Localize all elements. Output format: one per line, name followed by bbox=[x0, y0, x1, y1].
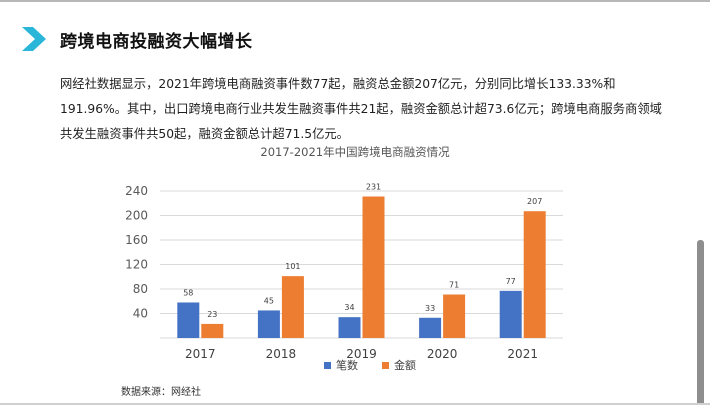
y-tick-label: 160 bbox=[125, 233, 148, 247]
data-label: 207 bbox=[527, 197, 542, 206]
x-tick-label: 2020 bbox=[427, 347, 458, 361]
x-tick-label: 2017 bbox=[185, 347, 216, 361]
bar-笔数-2020 bbox=[419, 317, 442, 338]
summary-paragraph: 网经社数据显示，2021年跨境电商融资事件数77起，融资总金额207亿元，分别同… bbox=[60, 77, 662, 141]
bottom-divider bbox=[0, 403, 710, 405]
data-label: 45 bbox=[264, 296, 274, 305]
chart-title: 2017-2021年中国跨境电商融资情况 bbox=[260, 145, 450, 159]
data-label: 34 bbox=[344, 303, 354, 312]
x-tick-label: 2021 bbox=[507, 347, 538, 361]
data-label: 101 bbox=[285, 262, 300, 271]
data-source: 数据来源：网经社 bbox=[121, 387, 201, 398]
legend-swatch-1 bbox=[324, 362, 331, 369]
bar-金额-2017 bbox=[201, 323, 224, 338]
legend-label: 金额 bbox=[394, 358, 416, 372]
page-title: 跨境电商投融资大幅增长 bbox=[60, 31, 253, 52]
bar-金额-2020 bbox=[443, 294, 466, 338]
legend-label: 笔数 bbox=[336, 358, 358, 372]
bar-笔数-2019 bbox=[338, 317, 361, 338]
bar-金额-2019 bbox=[362, 196, 385, 338]
y-tick-label: 200 bbox=[125, 209, 148, 223]
chevron-right-icon bbox=[22, 27, 48, 51]
scrollbar[interactable] bbox=[697, 240, 704, 405]
bar-笔数-2017 bbox=[177, 302, 200, 338]
data-label: 58 bbox=[183, 288, 193, 297]
data-label: 33 bbox=[425, 304, 435, 313]
data-label: 23 bbox=[207, 310, 217, 319]
data-label: 71 bbox=[449, 281, 459, 290]
section-heading: 跨境电商投融资大幅增长 bbox=[22, 26, 253, 52]
x-tick-label: 2018 bbox=[266, 347, 297, 361]
y-tick-label: 80 bbox=[133, 282, 148, 296]
bar-金额-2018 bbox=[281, 276, 304, 338]
top-divider bbox=[0, 0, 710, 2]
y-tick-label: 40 bbox=[133, 307, 148, 321]
data-label: 231 bbox=[366, 183, 381, 192]
data-label: 77 bbox=[506, 277, 516, 286]
x-tick-label: 2019 bbox=[346, 347, 377, 361]
y-tick-label: 120 bbox=[125, 258, 148, 272]
bar-笔数-2021 bbox=[499, 290, 522, 338]
y-tick-label: 240 bbox=[125, 184, 148, 198]
bar-笔数-2018 bbox=[257, 310, 280, 338]
legend-swatch-2 bbox=[382, 362, 389, 369]
bar-金额-2021 bbox=[523, 211, 546, 338]
